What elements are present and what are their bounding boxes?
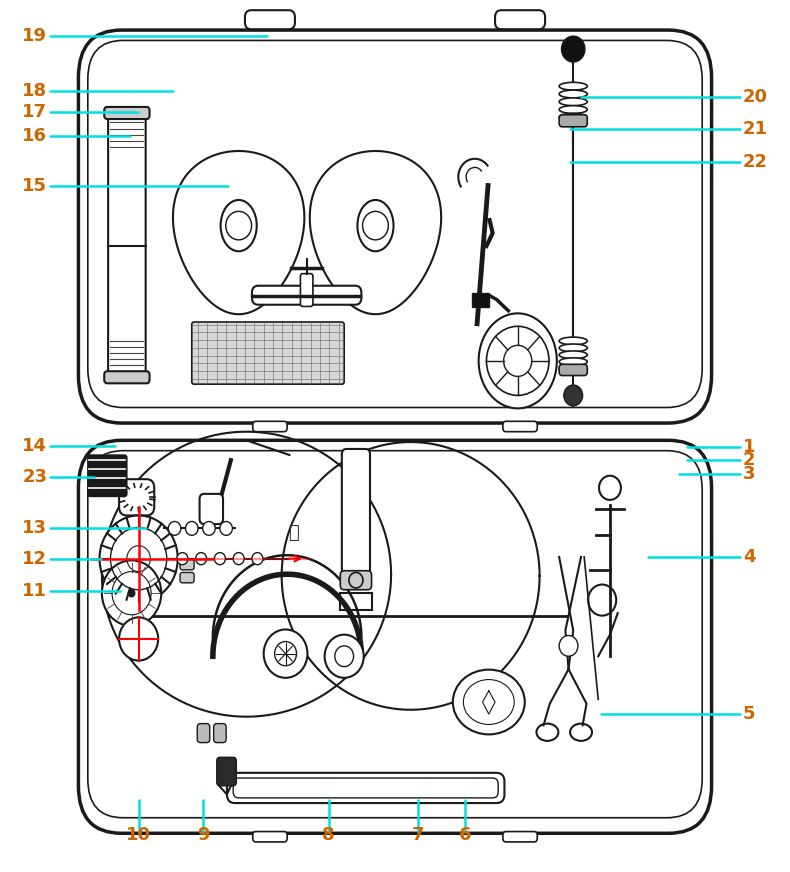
Ellipse shape [559, 337, 587, 345]
Text: 14: 14 [22, 437, 47, 454]
Text: 6: 6 [459, 826, 472, 844]
FancyBboxPatch shape [88, 40, 702, 407]
Circle shape [264, 630, 307, 678]
FancyBboxPatch shape [108, 112, 145, 380]
FancyBboxPatch shape [342, 449, 370, 574]
Text: 16: 16 [22, 127, 47, 146]
FancyBboxPatch shape [503, 421, 537, 432]
Ellipse shape [559, 344, 587, 351]
Text: 22: 22 [743, 153, 768, 171]
FancyBboxPatch shape [180, 560, 194, 570]
Circle shape [186, 521, 198, 535]
Text: 5: 5 [743, 705, 755, 723]
Text: 11: 11 [22, 582, 47, 601]
Ellipse shape [559, 106, 587, 113]
Circle shape [196, 553, 207, 565]
FancyBboxPatch shape [300, 274, 313, 306]
Circle shape [100, 515, 178, 602]
Circle shape [168, 521, 181, 535]
FancyBboxPatch shape [245, 10, 295, 30]
Circle shape [119, 617, 158, 661]
Text: 8: 8 [322, 826, 335, 844]
Text: 19: 19 [22, 27, 47, 45]
Text: 13: 13 [22, 520, 47, 537]
FancyBboxPatch shape [233, 778, 498, 798]
Ellipse shape [559, 364, 587, 372]
FancyBboxPatch shape [198, 724, 210, 743]
FancyBboxPatch shape [119, 480, 154, 515]
FancyBboxPatch shape [503, 832, 537, 842]
Text: 15: 15 [22, 176, 47, 194]
FancyBboxPatch shape [252, 286, 361, 304]
Circle shape [128, 589, 136, 597]
FancyBboxPatch shape [253, 421, 287, 432]
Ellipse shape [559, 98, 587, 106]
Circle shape [559, 636, 578, 657]
Ellipse shape [559, 82, 587, 90]
Text: 3: 3 [743, 465, 755, 483]
Circle shape [220, 521, 232, 535]
FancyBboxPatch shape [88, 451, 702, 818]
FancyBboxPatch shape [213, 724, 226, 743]
FancyBboxPatch shape [253, 832, 287, 842]
Text: 9: 9 [198, 826, 209, 844]
FancyBboxPatch shape [78, 440, 712, 834]
FancyBboxPatch shape [104, 371, 149, 384]
FancyBboxPatch shape [104, 107, 149, 119]
FancyBboxPatch shape [78, 30, 712, 423]
FancyBboxPatch shape [340, 571, 371, 589]
Text: 4: 4 [743, 548, 755, 566]
Text: 21: 21 [743, 120, 768, 139]
Text: 1: 1 [743, 439, 755, 456]
Text: 10: 10 [126, 826, 151, 844]
FancyBboxPatch shape [180, 572, 194, 582]
Circle shape [325, 635, 363, 678]
FancyBboxPatch shape [192, 322, 344, 385]
Circle shape [203, 521, 215, 535]
FancyBboxPatch shape [88, 455, 127, 496]
Circle shape [233, 553, 244, 565]
Text: 20: 20 [743, 87, 768, 106]
Ellipse shape [559, 351, 587, 358]
Circle shape [214, 553, 225, 565]
Text: 17: 17 [22, 103, 47, 121]
FancyBboxPatch shape [495, 10, 545, 30]
Ellipse shape [479, 313, 557, 408]
Text: 23: 23 [22, 468, 47, 487]
Circle shape [564, 385, 582, 405]
Ellipse shape [453, 670, 525, 734]
Bar [472, 294, 489, 307]
Circle shape [102, 561, 161, 626]
Text: 12: 12 [22, 549, 47, 568]
Text: 7: 7 [412, 826, 425, 844]
Text: 燚: 燚 [288, 524, 299, 542]
FancyBboxPatch shape [216, 757, 236, 786]
FancyBboxPatch shape [559, 364, 587, 376]
Circle shape [599, 476, 621, 500]
Circle shape [252, 553, 263, 565]
FancyBboxPatch shape [200, 494, 223, 524]
FancyBboxPatch shape [227, 773, 505, 803]
Ellipse shape [559, 90, 587, 98]
Circle shape [177, 553, 188, 565]
Text: 18: 18 [22, 82, 47, 99]
Ellipse shape [559, 358, 587, 365]
Ellipse shape [559, 113, 587, 121]
Text: 2: 2 [743, 451, 755, 469]
FancyBboxPatch shape [559, 115, 587, 126]
Circle shape [562, 36, 585, 62]
